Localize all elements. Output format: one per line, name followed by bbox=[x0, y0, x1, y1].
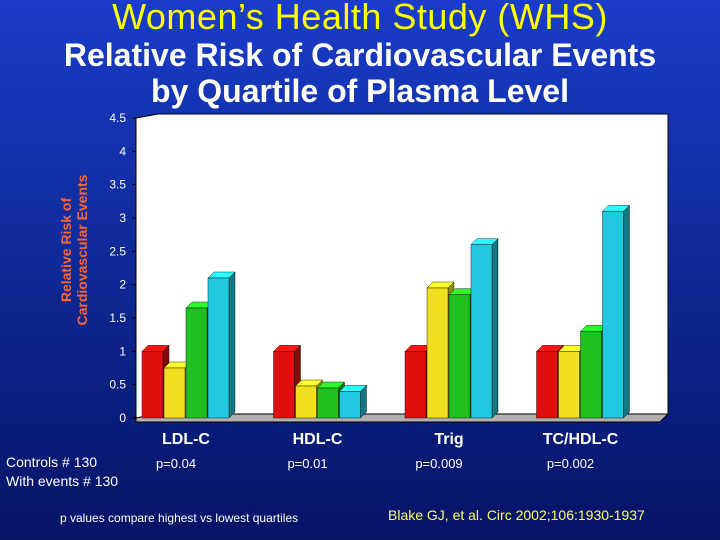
category-label: LDL-C bbox=[162, 431, 210, 448]
controls-line-1: Controls # 130 bbox=[6, 454, 98, 470]
subtitle-line-1: Relative Risk of Cardiovascular Events bbox=[63, 37, 657, 73]
bar bbox=[207, 277, 230, 419]
controls-line-2: With events # 130 bbox=[6, 473, 119, 489]
y-axis-label-line-2: Cardiovascular Events bbox=[74, 174, 90, 326]
y-axis-label-line-1: Relative Risk of bbox=[58, 197, 74, 303]
y-axis-label: Relative Risk of Cardiovascular Events bbox=[58, 135, 90, 365]
p-value-label: p=0.002 bbox=[547, 456, 594, 471]
bar bbox=[141, 351, 164, 419]
controls-note: Controls # 130 With events # 130 bbox=[6, 453, 118, 491]
bar-side bbox=[623, 204, 630, 419]
citation: Blake GJ, et al. Circ 2002;106:1930-1937 bbox=[388, 507, 645, 523]
p-value-label: p=0.04 bbox=[156, 456, 196, 471]
bar bbox=[580, 331, 602, 419]
bar bbox=[163, 367, 186, 419]
category-label: HDL-C bbox=[293, 431, 343, 448]
subtitle-line-2: by Quartile of Plasma Level bbox=[151, 73, 569, 109]
annotation-line-1: Prospective nested case-control study bbox=[194, 156, 466, 173]
bar bbox=[426, 287, 449, 419]
y-tick-label: 4 bbox=[119, 144, 126, 158]
annotation-line-2: among healthy middle-aged women bbox=[203, 176, 457, 193]
p-value-label: p=0.01 bbox=[287, 456, 327, 471]
y-tick-label: 1.5 bbox=[109, 311, 126, 325]
category-label: TC/HDL-C bbox=[543, 431, 619, 448]
y-tick-label: 3.5 bbox=[109, 178, 126, 192]
bar bbox=[295, 385, 317, 419]
bar-side bbox=[228, 271, 236, 419]
chart-subtitle: Relative Risk of Cardiovascular Events b… bbox=[0, 37, 720, 109]
category-label: Trig bbox=[434, 431, 463, 448]
bar bbox=[273, 351, 295, 419]
bar bbox=[536, 351, 558, 419]
y-tick-label: 2 bbox=[119, 278, 126, 292]
bar bbox=[602, 211, 624, 419]
y-tick-label: 0.5 bbox=[109, 378, 126, 392]
y-tick-label: 3 bbox=[119, 211, 126, 225]
bar bbox=[470, 244, 493, 419]
y-tick-label: 0 bbox=[119, 411, 126, 425]
p-value-label: p=0.009 bbox=[415, 456, 462, 471]
chart-title: Women’s Health Study (WHS) bbox=[112, 0, 608, 37]
bar bbox=[339, 391, 361, 419]
bar-side bbox=[491, 238, 499, 419]
bar bbox=[404, 351, 427, 419]
bar bbox=[558, 351, 580, 419]
pvalue-note: p values compare highest vs lowest quart… bbox=[60, 511, 299, 525]
y-tick-label: 2.5 bbox=[109, 244, 126, 258]
y-tick-label: 1 bbox=[119, 344, 126, 358]
bar bbox=[185, 307, 208, 419]
bar bbox=[448, 294, 471, 419]
study-annotation: Prospective nested case-control study am… bbox=[150, 155, 510, 195]
bar bbox=[317, 387, 339, 419]
y-tick-label: 4.5 bbox=[109, 111, 126, 125]
